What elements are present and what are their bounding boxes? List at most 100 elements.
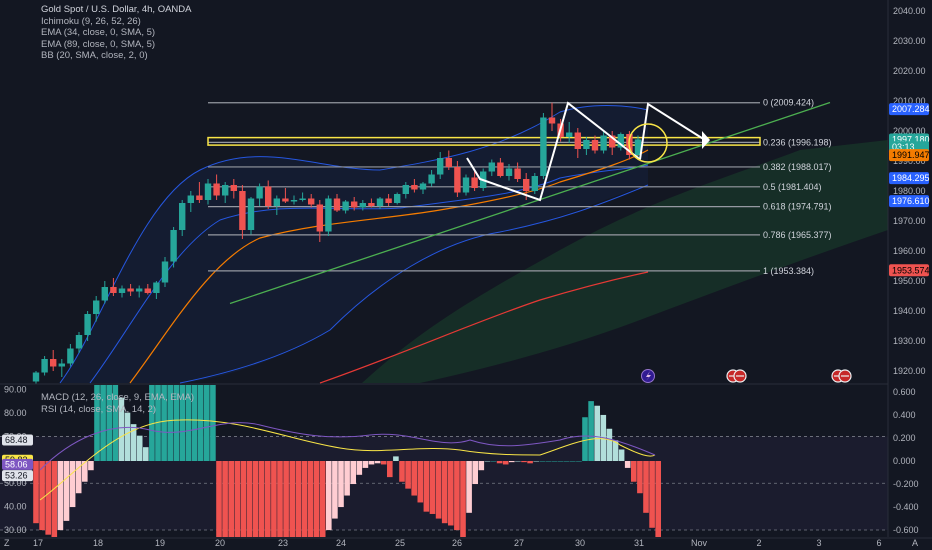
macd-bar	[533, 461, 539, 462]
macd-bar	[185, 385, 192, 461]
indicator-ichimoku[interactable]: Ichimoku (9, 26, 52, 26)	[41, 15, 141, 27]
macd-axis-tick: 0.000	[893, 456, 916, 466]
macd-bar	[191, 385, 198, 461]
macd-bar	[143, 447, 149, 461]
candle-body	[583, 140, 590, 149]
macd-bar	[417, 461, 424, 503]
price-axis-tick: 2010.00	[893, 96, 926, 106]
macd-bar	[435, 461, 442, 519]
indicator-bollinger[interactable]: BB (20, SMA, close, 2, 0)	[41, 50, 148, 61]
rsi-axis-tick: 30.00	[4, 525, 27, 535]
price-tag-box	[889, 149, 929, 162]
chart-legend: Gold Spot / U.S. Dollar, 4h, OANDA Ichim…	[41, 4, 191, 62]
time-axis-tick: 6	[876, 538, 881, 548]
candle-body	[514, 168, 521, 179]
candle-body	[333, 198, 341, 211]
macd-bar	[45, 461, 51, 535]
candle-body	[376, 198, 384, 206]
macd-bar	[423, 461, 430, 512]
time-axis-tick: 23	[278, 538, 288, 548]
macd-bar	[289, 461, 295, 537]
macd-bar	[478, 461, 485, 471]
macd-bar	[319, 461, 326, 537]
macd-bar	[63, 461, 70, 521]
highlight-circle	[628, 123, 668, 163]
macd-bar	[179, 385, 186, 461]
macd-bar	[411, 461, 417, 496]
macd-bar	[173, 385, 180, 461]
macd-bar	[570, 461, 576, 462]
candle-body	[110, 287, 117, 293]
price-tag-box	[889, 172, 929, 185]
macd-bar	[606, 428, 613, 461]
zoom-corner-icon: Z	[4, 538, 10, 548]
candle-body	[428, 174, 435, 184]
resistance-zone	[207, 136, 761, 146]
rsi-value-label: 68.48	[5, 435, 28, 445]
candle-body	[93, 300, 100, 314]
macd-bar	[527, 461, 533, 464]
indicator-ema34[interactable]: EMA (34, close, 0, SMA, 5)	[41, 27, 156, 38]
candle-body	[454, 167, 461, 193]
macd-axis-tick: -0.600	[893, 525, 919, 535]
projection-arrow-head	[702, 131, 710, 149]
macd-bar	[106, 385, 112, 461]
candle-body	[342, 201, 349, 211]
macd-bar	[466, 461, 472, 513]
macd-bar	[277, 461, 283, 537]
candle-body	[144, 288, 151, 293]
candle-body	[523, 179, 530, 191]
rsi-value-label: 58.06	[5, 459, 28, 469]
candle-body	[75, 335, 83, 349]
macd-bar	[502, 461, 509, 465]
time-axis-tick: 3	[816, 538, 821, 548]
macd-bar	[265, 461, 271, 537]
candle-body	[394, 194, 401, 203]
price-axis-tick: 2020.00	[893, 66, 926, 76]
macd-bar	[234, 461, 241, 537]
macd-bar	[75, 461, 82, 494]
candle-body	[566, 132, 573, 137]
candle-body	[385, 198, 392, 203]
price-tag-label: 1953.574	[892, 265, 930, 275]
candle-body	[359, 203, 366, 208]
symbol-title[interactable]: Gold Spot / U.S. Dollar, 4h, OANDA	[41, 4, 192, 15]
bollinger-lower	[179, 184, 649, 384]
candle-body	[213, 183, 220, 196]
price-tag-label: 2007.284	[892, 104, 930, 114]
macd-bar	[515, 461, 521, 462]
macd-bar	[210, 385, 216, 461]
indicator-rsi[interactable]: RSI (14, close, SMA, 14, 2)	[41, 403, 157, 415]
macd-bar	[124, 412, 131, 461]
macd-bar	[130, 424, 137, 461]
macd-bar	[509, 461, 515, 463]
candle-body	[591, 140, 599, 151]
macd-bar	[82, 461, 88, 482]
time-axis-tick: Nov	[691, 538, 708, 548]
indicator-ema89[interactable]: EMA (89, close, 0, SMA, 5)	[41, 38, 156, 50]
fib-level-label: 0.5 (1981.404)	[763, 182, 822, 192]
macd-bar	[539, 461, 546, 462]
candle-body	[256, 186, 263, 199]
price-tag-label: 1991.947	[892, 150, 930, 160]
candle-body	[325, 198, 332, 232]
zigzag-pattern-left	[466, 101, 641, 202]
candle-body	[41, 359, 48, 373]
price-tag-box	[889, 195, 929, 208]
rsi-value-tag	[2, 458, 33, 470]
rsi-line	[39, 422, 656, 471]
indicator-macd[interactable]: MACD (12, 26, close, 9, EMA, EMA)	[41, 392, 195, 403]
macd-bar	[228, 461, 234, 537]
fib-level-label: 0.236 (1996.198)	[763, 137, 832, 147]
candle-body	[290, 200, 298, 202]
macd-bar	[563, 461, 570, 462]
macd-bar	[380, 461, 387, 465]
candle-body	[170, 230, 177, 262]
price-tag-box	[889, 103, 929, 116]
candle-body	[153, 282, 160, 293]
candle-body	[634, 139, 642, 155]
oscillator-pane	[0, 383, 888, 537]
macd-bar	[393, 456, 399, 461]
